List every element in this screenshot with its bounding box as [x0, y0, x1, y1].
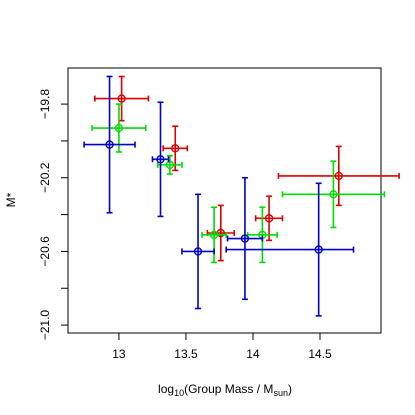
point — [329, 190, 338, 199]
x-label-part: ) — [288, 382, 292, 396]
x-label-part: 10 — [174, 388, 184, 398]
point — [209, 230, 219, 240]
point — [114, 123, 124, 133]
point — [334, 171, 343, 181]
point — [171, 144, 180, 153]
point — [264, 214, 274, 223]
x-tick-label: 14 — [246, 347, 260, 361]
y-tick-label: −20.2 — [38, 162, 52, 193]
y-tick-label: −19.8 — [38, 89, 52, 120]
point — [105, 140, 114, 149]
x-tick-label: 13 — [112, 347, 126, 361]
x-label-part: log — [158, 382, 174, 396]
x-tick-label: 14.5 — [308, 347, 332, 361]
point — [117, 94, 126, 103]
point — [165, 160, 175, 170]
point — [156, 155, 165, 164]
point — [193, 247, 203, 256]
x-label-part: (Group Mass / M — [184, 382, 273, 396]
y-tick-label: −20.6 — [38, 236, 52, 267]
x-axis-label: log10(Group Mass / Msun) — [158, 382, 292, 398]
x-tick-label: 13.5 — [174, 347, 198, 361]
x-label-part: sun — [273, 388, 288, 398]
plot-frame — [67, 67, 382, 334]
point — [314, 245, 323, 254]
point — [240, 234, 250, 243]
y-axis-label: M* — [4, 192, 18, 207]
y-tick-label: −21.0 — [38, 310, 52, 341]
